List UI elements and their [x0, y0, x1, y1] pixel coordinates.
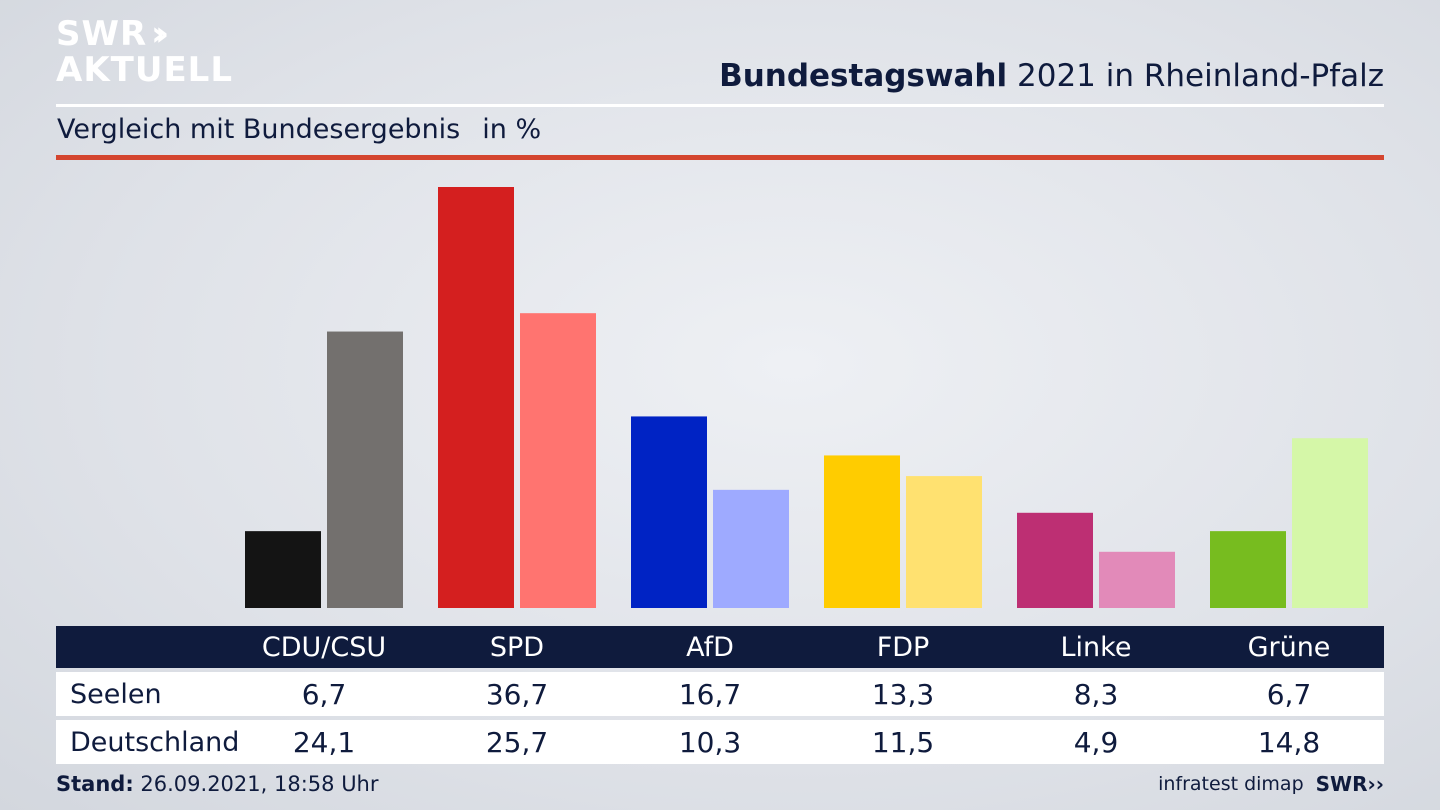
- source-credit: infratest dimap SWR››: [1158, 772, 1384, 796]
- column-header-fdp: FDP: [876, 631, 930, 663]
- timestamp: Stand: 26.09.2021, 18:58 Uhr: [56, 772, 379, 796]
- bar-gr-ne-seelen: [1210, 531, 1286, 608]
- swr-aktuell-logo: SWR ›› AKTUELL: [56, 16, 233, 88]
- bar-spd-seelen: [438, 187, 514, 608]
- column-header-cdu-csu: CDU/CSU: [261, 631, 387, 663]
- value-seelen-afd: 16,7: [678, 677, 742, 711]
- column-header-afd: AfD: [686, 631, 734, 663]
- title-rest: 2021 in Rheinland-Pfalz: [1017, 58, 1384, 94]
- bar-spd-deutschland: [520, 313, 596, 608]
- value-seelen-linke: 8,3: [1073, 677, 1119, 711]
- value-seelen-cdu-csu: 6,7: [301, 677, 347, 711]
- row-label-seelen: Seelen: [70, 678, 162, 710]
- source-text: infratest dimap: [1158, 773, 1304, 795]
- column-header-linke: Linke: [1060, 631, 1132, 663]
- value-deutschland-fdp: 11,5: [871, 725, 935, 759]
- logo-swr-text: SWR: [56, 14, 148, 54]
- bar-fdp-seelen: [824, 455, 900, 608]
- title-divider: [56, 104, 1384, 107]
- accent-divider: [56, 155, 1384, 160]
- table-header-row: CDU/CSU SPD AfD FDP Linke Grüne: [56, 626, 1384, 668]
- subtitle: Vergleich mit Bundesergebnis in %: [57, 114, 541, 145]
- bar-fdp-deutschland: [906, 476, 982, 608]
- logo-aktuell-text: AKTUELL: [56, 50, 234, 90]
- value-deutschland-linke: 4,9: [1073, 725, 1119, 759]
- column-header-spd: SPD: [489, 631, 545, 663]
- page-title: Bundestagswahl 2021 in Rheinland-Pfalz: [719, 58, 1384, 94]
- footer-chevron-icon: ››: [1367, 772, 1384, 796]
- subtitle-text: Vergleich mit Bundesergebnis: [57, 114, 461, 145]
- swr-footer-text: SWR: [1315, 772, 1368, 796]
- bar-cdu-csu-seelen: [245, 531, 321, 608]
- value-deutschland-gr-ne: 14,8: [1257, 725, 1321, 759]
- row-label-deutschland: Deutschland: [70, 726, 240, 758]
- value-deutschland-cdu-csu: 24,1: [292, 725, 356, 759]
- bar-gr-ne-deutschland: [1292, 438, 1368, 608]
- bar-linke-seelen: [1017, 512, 1093, 608]
- bar-cdu-csu-deutschland: [327, 331, 403, 608]
- stand-label: Stand:: [56, 772, 134, 796]
- value-deutschland-spd: 25,7: [485, 725, 549, 759]
- table-row-deutschland: Deutschland 24,1 25,7 10,3 11,5 4,9 14,8: [56, 720, 1384, 764]
- title-bold: Bundestagswahl: [719, 58, 1008, 94]
- unit-label: in %: [482, 114, 542, 145]
- stand-value: 26.09.2021, 18:58 Uhr: [140, 772, 379, 796]
- results-table: CDU/CSU SPD AfD FDP Linke Grüne Seelen 6,7 36,…: [56, 626, 1384, 764]
- table-row-seelen: Seelen 6,7 36,7 16,7 13,3 8,3 6,7: [56, 672, 1384, 716]
- column-header-gr-ne: Grüne: [1247, 631, 1331, 663]
- swr-footer-logo: SWR››: [1316, 772, 1384, 796]
- value-seelen-spd: 36,7: [485, 677, 549, 711]
- bar-afd-deutschland: [713, 489, 789, 608]
- value-seelen-gr-ne: 6,7: [1266, 677, 1312, 711]
- bar-linke-deutschland: [1099, 551, 1175, 608]
- bar-afd-seelen: [631, 416, 707, 608]
- value-seelen-fdp: 13,3: [871, 677, 935, 711]
- value-deutschland-afd: 10,3: [678, 725, 742, 759]
